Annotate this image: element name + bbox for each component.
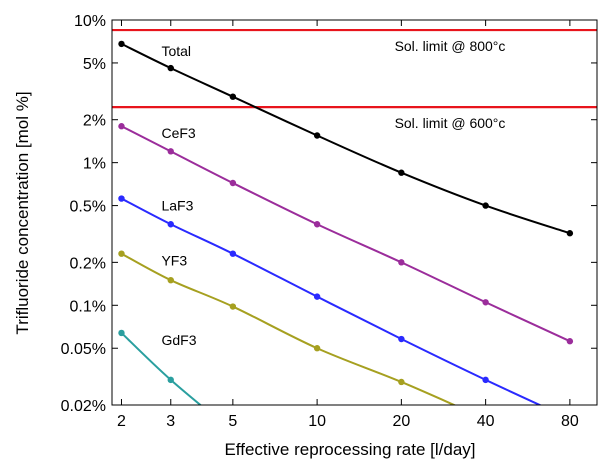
y-tick-label-2: 0.1% xyxy=(70,298,106,315)
series-label-gdf3: GdF3 xyxy=(161,332,196,348)
x-tick-label-10: 10 xyxy=(308,413,326,430)
data-point-laf3-2 xyxy=(118,195,125,202)
data-point-total-80 xyxy=(566,230,574,237)
data-point-cef3-2 xyxy=(118,123,125,130)
x-tick-label-2: 2 xyxy=(117,413,126,430)
data-point-laf3-5 xyxy=(229,250,237,257)
data-point-total-5 xyxy=(229,93,237,100)
series-line-yf3 xyxy=(121,252,457,405)
x-tick-label-20: 20 xyxy=(392,413,410,430)
series-label-yf3: YF3 xyxy=(161,253,187,269)
series-label-total: Total xyxy=(161,43,191,59)
data-point-yf3-2 xyxy=(118,250,125,257)
data-point-gdf3-2 xyxy=(118,329,125,337)
data-point-cef3-3 xyxy=(167,148,174,155)
data-point-cef3-5 xyxy=(229,179,237,187)
y-axis-title: Trifluoride concentration [mol %] xyxy=(13,91,32,334)
y-tick-label-4: 0.5% xyxy=(70,199,106,216)
series-line-laf3 xyxy=(121,197,543,405)
y-tick-label-0: 0.02% xyxy=(61,398,106,415)
plot-area xyxy=(112,28,597,457)
data-point-cef3-20 xyxy=(398,259,405,266)
x-axis-title: Effective reprocessing rate [l/day] xyxy=(224,440,475,459)
solubility-limit-label-1: Sol. limit @ 600°c xyxy=(395,115,506,131)
data-point-yf3-5 xyxy=(229,303,237,310)
data-point-laf3-20 xyxy=(398,335,405,343)
y-tick-label-6: 2% xyxy=(83,113,106,130)
series-label-laf3: LaF3 xyxy=(161,198,193,214)
data-point-cef3-10 xyxy=(313,221,321,228)
x-tick-label-5: 5 xyxy=(228,413,237,430)
solubility-limit-label-0: Sol. limit @ 800°c xyxy=(395,38,506,54)
y-tick-label-3: 0.2% xyxy=(70,255,106,272)
y-tick-label-7: 5% xyxy=(83,56,106,73)
series-label-cef3: CeF3 xyxy=(161,125,195,141)
data-point-yf3-20 xyxy=(398,378,405,386)
data-point-total-20 xyxy=(398,169,405,176)
data-point-total-10 xyxy=(313,132,321,139)
data-point-total-3 xyxy=(167,64,174,72)
y-tick-label-5: 1% xyxy=(83,156,106,173)
data-point-cef3-80 xyxy=(566,338,574,345)
plot-frame xyxy=(111,19,598,406)
x-tick-label-3: 3 xyxy=(166,413,175,430)
data-point-yf3-80 xyxy=(567,451,573,457)
data-point-laf3-40 xyxy=(482,376,489,384)
data-point-gdf3-3 xyxy=(167,376,174,384)
data-point-yf3-3 xyxy=(167,276,174,284)
x-tick-label-80: 80 xyxy=(561,413,579,430)
data-point-total-2 xyxy=(118,40,125,48)
data-point-yf3-10 xyxy=(313,345,321,352)
x-tick-label-40: 40 xyxy=(477,413,495,430)
data-point-total-40 xyxy=(482,202,489,209)
data-point-laf3-10 xyxy=(313,293,321,300)
data-point-cef3-40 xyxy=(482,299,489,306)
y-tick-label-8: 10% xyxy=(74,13,106,30)
y-tick-label-1: 0.05% xyxy=(61,341,106,358)
data-point-laf3-3 xyxy=(167,221,174,228)
